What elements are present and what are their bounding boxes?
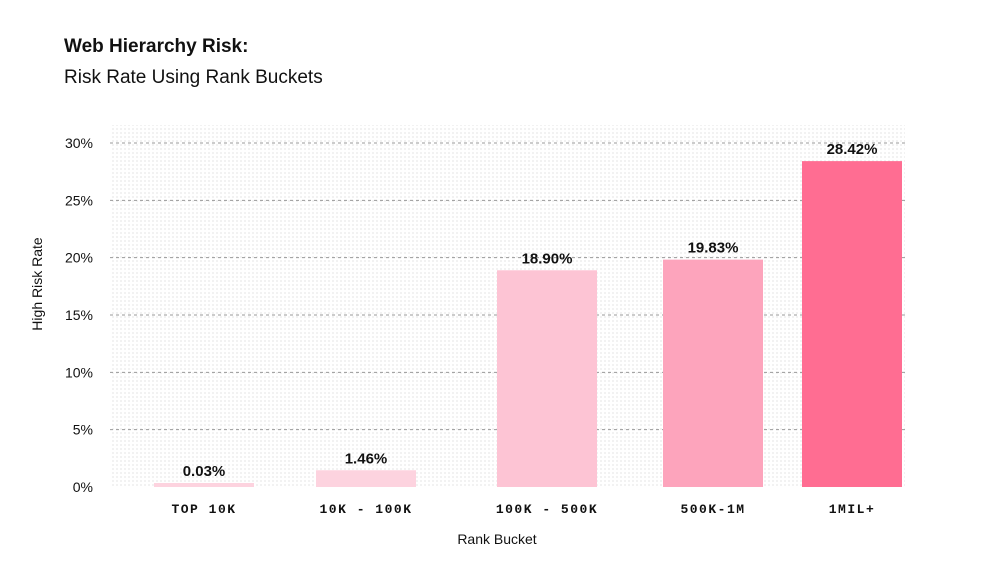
y-tick-label: 5% — [73, 422, 93, 438]
x-tick-label: 1MIL+ — [829, 502, 876, 517]
bar — [663, 259, 763, 487]
y-axis-ticks: 0% 5% 10% 15% 20% 25% 30% — [65, 135, 93, 495]
data-label: 1.46% — [345, 450, 388, 467]
x-tick-label: 10K - 100K — [319, 502, 412, 517]
data-label: 18.90% — [522, 250, 573, 267]
data-label: 19.83% — [688, 240, 739, 257]
y-tick-label: 25% — [65, 192, 93, 208]
y-tick-label: 0% — [73, 479, 93, 495]
bar — [497, 270, 597, 487]
y-tick-label: 30% — [65, 135, 93, 151]
data-label: 0.03% — [183, 463, 226, 480]
x-tick-label: 500K-1M — [680, 502, 745, 517]
x-tick-label: 100K - 500K — [496, 502, 598, 517]
x-tick-label: TOP 10K — [171, 502, 236, 517]
chart-title-block: Web Hierarchy Risk: Risk Rate Using Rank… — [64, 36, 323, 89]
x-axis-categories: TOP 10K 10K - 100K 100K - 500K 500K-1M 1MIL+ — [171, 502, 876, 517]
y-axis-title: High Risk Rate — [29, 237, 45, 331]
x-axis-title: Rank Bucket — [457, 531, 536, 547]
data-label: 28.42% — [827, 141, 878, 158]
y-tick-label: 10% — [65, 364, 93, 380]
y-tick-label: 20% — [65, 250, 93, 266]
bar — [802, 161, 902, 487]
y-tick-label: 15% — [65, 307, 93, 323]
bar — [154, 483, 254, 487]
chart-subtitle: Risk Rate Using Rank Buckets — [64, 67, 323, 88]
bars: 0.03% 1.46% 18.90% 19.83% 28.42% — [154, 141, 902, 487]
chart-title: Web Hierarchy Risk: — [64, 36, 249, 57]
bar — [316, 470, 416, 487]
